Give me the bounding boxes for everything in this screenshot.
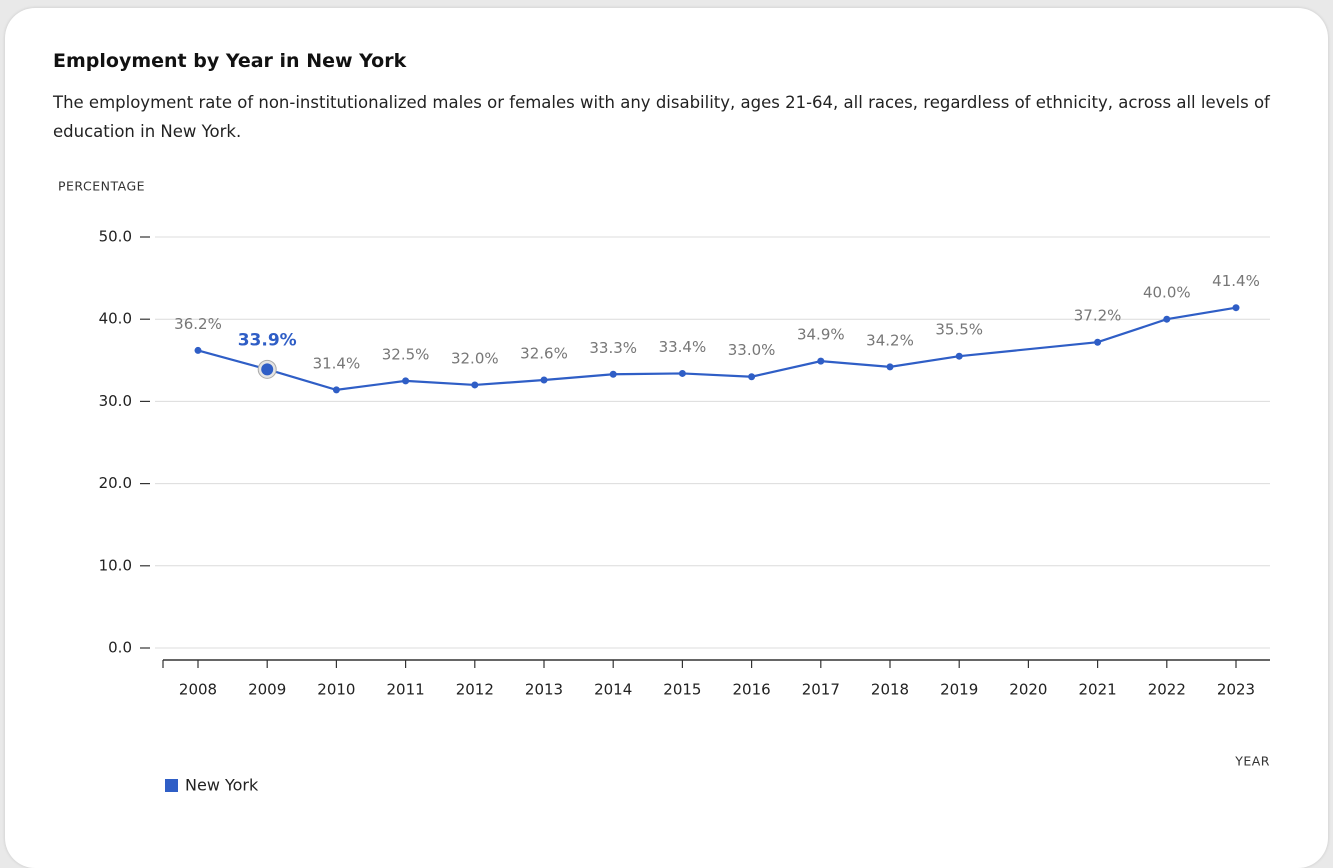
chart-title: Employment by Year in New York xyxy=(53,50,407,72)
page: {"chart_data": {"type": "line", "title":… xyxy=(5,8,1328,868)
x-tick-label: 2010 xyxy=(317,681,355,699)
x-axis-label: YEAR xyxy=(1234,754,1270,769)
y-tick-label: 40.0 xyxy=(99,310,132,328)
data-label: 33.0% xyxy=(728,341,776,359)
x-tick-label: 2013 xyxy=(525,681,563,699)
x-tick-label: 2009 xyxy=(248,681,286,699)
x-tick-label: 2012 xyxy=(456,681,494,699)
data-label: 41.4% xyxy=(1212,272,1260,290)
data-point xyxy=(1094,338,1102,346)
data-point xyxy=(678,369,686,377)
data-point xyxy=(1232,304,1240,312)
data-label: 37.2% xyxy=(1074,307,1122,325)
x-tick-label: 2008 xyxy=(179,681,217,699)
data-label: 32.5% xyxy=(382,345,430,363)
legend-label: New York xyxy=(185,776,259,795)
data-point xyxy=(332,386,340,394)
data-point xyxy=(955,352,963,360)
data-label: 33.9% xyxy=(238,330,297,350)
chart: PERCENTAGE YEAR 0.0 10.0 20.0 30.0 40.0 50.0 200… xyxy=(58,179,1270,795)
data-label: 32.6% xyxy=(520,345,568,363)
data-label: 33.3% xyxy=(589,339,637,357)
data-label: 32.0% xyxy=(451,349,499,367)
card xyxy=(5,8,1328,868)
x-tick-label: 2018 xyxy=(871,681,909,699)
data-point xyxy=(609,370,617,378)
x-tick-label: 2016 xyxy=(733,681,771,699)
chart-subtitle: The employment rate of non-institutional… xyxy=(53,93,1270,141)
data-label: 35.5% xyxy=(935,321,983,339)
y-axis-label: PERCENTAGE xyxy=(58,179,145,194)
legend-swatch xyxy=(165,779,178,792)
data-point xyxy=(540,376,548,384)
data-label: 36.2% xyxy=(174,315,222,333)
x-tick-label: 2019 xyxy=(940,681,978,699)
data-label: 33.4% xyxy=(659,338,707,356)
data-point xyxy=(261,363,274,376)
x-tick-label: 2023 xyxy=(1217,681,1255,699)
y-tick-label: 0.0 xyxy=(108,639,132,657)
x-tick-label: 2022 xyxy=(1148,681,1186,699)
data-point xyxy=(748,373,756,381)
data-point xyxy=(402,377,410,385)
y-tick-label: 30.0 xyxy=(99,392,132,410)
data-point xyxy=(1163,315,1171,323)
y-tick-label: 20.0 xyxy=(99,474,132,492)
data-label: 31.4% xyxy=(313,354,361,372)
data-point xyxy=(817,357,825,365)
y-tick-label: 50.0 xyxy=(99,228,132,246)
x-tick-label: 2014 xyxy=(594,681,632,699)
data-point xyxy=(194,346,202,354)
data-point xyxy=(886,363,894,371)
y-tick-label: 10.0 xyxy=(99,556,132,574)
data-label: 34.9% xyxy=(797,326,845,344)
x-tick-label: 2017 xyxy=(802,681,840,699)
data-label: 34.2% xyxy=(866,331,914,349)
data-point xyxy=(471,381,479,389)
x-tick-label: 2021 xyxy=(1079,681,1117,699)
x-tick-label: 2015 xyxy=(663,681,701,699)
x-tick-label: 2011 xyxy=(387,681,425,699)
data-label: 40.0% xyxy=(1143,284,1191,302)
x-tick-label: 2020 xyxy=(1009,681,1047,699)
